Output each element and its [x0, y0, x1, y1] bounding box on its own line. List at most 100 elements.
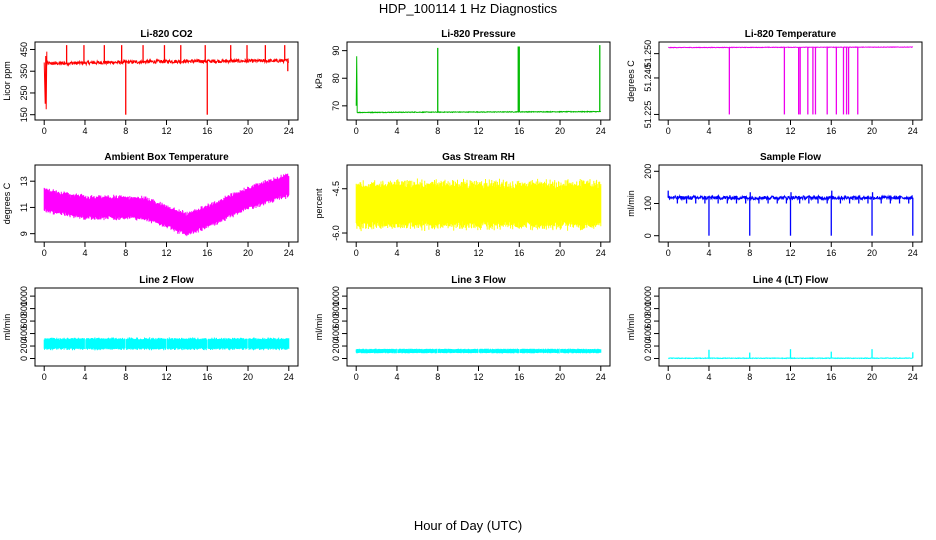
- series-band: [355, 178, 602, 232]
- y-tick-label: -4.5: [331, 181, 341, 197]
- panel-title: Ambient Box Temperature: [104, 152, 229, 163]
- x-tick-label: 12: [785, 126, 795, 136]
- x-tick-label: 16: [826, 248, 836, 258]
- x-tick-label: 20: [555, 248, 565, 258]
- panel-title: Li-820 Pressure: [441, 29, 516, 40]
- series-band: [355, 348, 602, 354]
- y-axis-label: Licor ppm: [2, 61, 12, 101]
- x-tick-label: 24: [908, 248, 918, 258]
- x-tick-label: 20: [243, 126, 253, 136]
- y-axis-label: ml/min: [626, 314, 636, 341]
- x-tick-label: 20: [555, 372, 565, 382]
- panel-title: Sample Flow: [760, 152, 821, 163]
- y-tick-label: 600: [19, 314, 29, 329]
- y-tick-label: 70: [331, 101, 341, 111]
- y-tick-label: 0: [19, 356, 29, 361]
- x-tick-label: 0: [666, 372, 671, 382]
- y-tick-label: 350: [19, 64, 29, 79]
- x-tick-label: 4: [394, 126, 399, 136]
- panel-li-820-temperature: Li-820 Temperature 0 4 8 12 16 20 24 51.225 51.24…: [626, 29, 923, 136]
- y-axis-label: ml/min: [2, 314, 12, 341]
- y-tick-label: 13: [19, 176, 29, 186]
- x-tick-label: 20: [555, 126, 565, 136]
- series-line: [355, 56, 602, 114]
- y-axis-label: degrees C: [2, 182, 12, 224]
- y-tick-label: 1000: [19, 286, 29, 306]
- series-group: [355, 178, 602, 232]
- x-tick-label: 12: [785, 248, 795, 258]
- x-tick-label: 24: [908, 372, 918, 382]
- x-tick-label: 8: [123, 372, 128, 382]
- x-axis-label: Hour of Day (UTC): [413, 518, 523, 533]
- x-tick-label: 16: [514, 248, 524, 258]
- y-axis-label: ml/min: [314, 314, 324, 341]
- y-axis-label: kPa: [314, 73, 324, 89]
- panel-li-820-pressure: Li-820 Pressure 0 4 8 12 16 20 24 70 80 90 kPa: [314, 29, 611, 136]
- y-axis-label: percent: [314, 188, 324, 219]
- x-tick-label: 12: [473, 372, 483, 382]
- panel-title: Li-820 CO2: [140, 29, 193, 40]
- y-tick-label: 200: [331, 339, 341, 354]
- x-tick-label: 20: [243, 248, 253, 258]
- x-tick-label: 4: [82, 126, 87, 136]
- x-tick-label: 0: [354, 126, 359, 136]
- x-tick-label: 16: [202, 126, 212, 136]
- series-group: [43, 45, 289, 115]
- y-axis-label: ml/min: [626, 190, 636, 217]
- y-tick-label: 51.240: [643, 64, 653, 92]
- x-tick-label: 12: [473, 248, 483, 258]
- y-tick-label: 0: [643, 356, 653, 361]
- y-tick-label: 1000: [643, 286, 653, 306]
- series-group: [43, 173, 290, 237]
- x-tick-label: 16: [514, 372, 524, 382]
- x-tick-label: 24: [284, 372, 294, 382]
- panel-title: Gas Stream RH: [442, 152, 515, 163]
- series-group: [667, 190, 914, 236]
- x-tick-label: 8: [747, 372, 752, 382]
- y-tick-label: 800: [19, 301, 29, 316]
- x-tick-label: 16: [826, 126, 836, 136]
- x-tick-label: 24: [596, 126, 606, 136]
- x-tick-label: 0: [42, 372, 47, 382]
- x-tick-label: 12: [161, 248, 171, 258]
- y-axis-label: degrees C: [626, 60, 636, 102]
- y-tick-label: 0: [331, 356, 341, 361]
- x-tick-label: 0: [354, 372, 359, 382]
- page-title: HDP_100114 1 Hz Diagnostics: [378, 1, 558, 16]
- y-tick-label: 200: [19, 339, 29, 354]
- x-tick-label: 12: [473, 126, 483, 136]
- series-band: [43, 173, 290, 237]
- x-tick-label: 20: [867, 126, 877, 136]
- x-tick-label: 4: [706, 248, 711, 258]
- y-tick-label: 200: [643, 164, 653, 179]
- x-tick-label: 12: [785, 372, 795, 382]
- y-tick-label: 600: [331, 314, 341, 329]
- x-tick-label: 8: [435, 372, 440, 382]
- panel-frame: [34, 41, 299, 121]
- x-tick-label: 16: [514, 126, 524, 136]
- panel-title: Line 4 (LT) Flow: [753, 275, 829, 286]
- x-tick-label: 8: [435, 126, 440, 136]
- x-tick-label: 16: [202, 248, 212, 258]
- x-tick-label: 4: [394, 372, 399, 382]
- y-tick-label: 800: [331, 301, 341, 316]
- x-tick-label: 20: [867, 248, 877, 258]
- y-tick-label: 400: [331, 326, 341, 341]
- y-tick-label: 100: [643, 196, 653, 211]
- x-tick-label: 4: [706, 372, 711, 382]
- panel-frame: [346, 287, 611, 367]
- y-tick-label: 0: [643, 233, 653, 238]
- panel-title: Line 2 Flow: [139, 275, 194, 286]
- x-tick-label: 4: [82, 248, 87, 258]
- x-tick-label: 12: [161, 372, 171, 382]
- y-tick-label: 200: [643, 339, 653, 354]
- x-tick-label: 4: [82, 372, 87, 382]
- x-tick-label: 20: [243, 372, 253, 382]
- x-tick-label: 0: [354, 248, 359, 258]
- x-tick-label: 24: [284, 248, 294, 258]
- y-tick-label: 51.225: [643, 101, 653, 129]
- panel-frame: [658, 41, 923, 121]
- y-tick-label: 150: [19, 107, 29, 122]
